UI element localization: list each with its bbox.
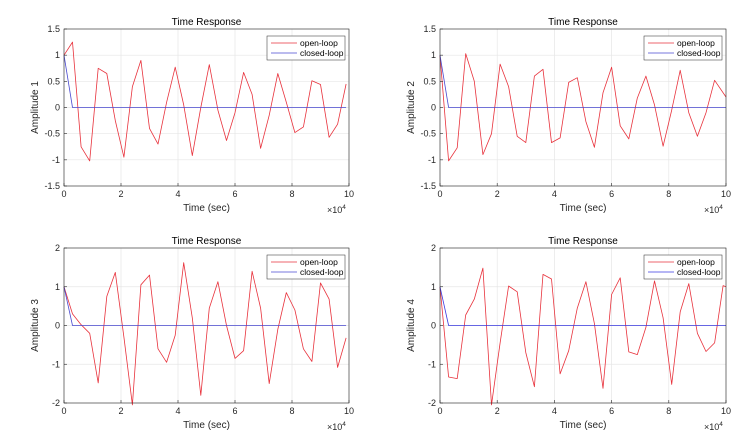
y-tick-label: 1 xyxy=(431,50,436,60)
y-tick-label: -1.5 xyxy=(44,181,60,191)
y-axis-label: Amplitude 2 xyxy=(406,81,417,134)
y-tick-label: -1 xyxy=(428,155,436,165)
legend-box xyxy=(266,35,346,61)
x-tick-label: 8 xyxy=(289,406,294,416)
y-axis-label: Amplitude 1 xyxy=(30,81,41,134)
series-line-closed-loop xyxy=(63,55,347,108)
subplot-2: 0 2 4 6 8 10 -1.5 -1 -0.5 0 0.5 1 1.5 Time Response Ti… xyxy=(406,17,731,215)
y-axis-label: Amplitude 4 xyxy=(406,299,417,352)
x-tick-label: 8 xyxy=(666,406,671,416)
x-tick-label: 10 xyxy=(344,406,354,416)
chart-title: Time Response xyxy=(172,17,242,28)
x-tick-label: 4 xyxy=(552,189,557,199)
x-tick-label: 0 xyxy=(61,189,66,199)
x-tick-label: 0 xyxy=(437,406,442,416)
x-exponent-power: 4 xyxy=(719,421,723,428)
x-tick-label: 6 xyxy=(609,189,614,199)
legend-label-open-loop: open-loop xyxy=(677,257,715,267)
x-tick-label: 10 xyxy=(721,189,731,199)
subplot-1: 0 2 4 6 8 10 -1.5 -1 -0.5 0 0.5 1 1.5 Time Response Ti… xyxy=(30,17,354,215)
x-tick-label: 10 xyxy=(344,189,354,199)
series-line-open-loop xyxy=(63,41,347,162)
legend-label-closed-loop: closed-loop xyxy=(300,48,344,58)
y-tick-label: 0.5 xyxy=(47,76,60,86)
x-exponent-power: 4 xyxy=(342,421,346,428)
y-tick-label: -0.5 xyxy=(420,129,436,139)
series-line-open-loop xyxy=(439,53,727,162)
y-tick-label: 2 xyxy=(431,243,436,253)
y-tick-label: 0 xyxy=(55,321,60,331)
x-tick-label: 10 xyxy=(721,406,731,416)
legend-label-closed-loop: closed-loop xyxy=(300,267,344,277)
x-tick-label: 4 xyxy=(175,189,180,199)
y-tick-label: 0 xyxy=(431,321,436,331)
series-line-open-loop xyxy=(63,262,347,406)
x-tick-label: 6 xyxy=(232,406,237,416)
y-tick-label: 2 xyxy=(55,243,60,253)
x-tick-label: 0 xyxy=(437,189,442,199)
x-tick-label: 6 xyxy=(609,406,614,416)
y-tick-label: 1.5 xyxy=(47,24,60,34)
series-line-closed-loop xyxy=(63,286,347,326)
legend-box xyxy=(266,254,346,280)
x-axis-label: Time (sec) xyxy=(560,203,607,214)
x-axis-label: Time (sec) xyxy=(560,420,607,431)
subplot-4: 0 2 4 6 8 10 -2 -1 0 1 2 Time Response Time (sec) Amp… xyxy=(406,236,731,432)
x-axis-label: Time (sec) xyxy=(183,203,230,214)
x-exponent-label: ×104 xyxy=(327,204,346,215)
chart-title: Time Response xyxy=(548,236,618,247)
y-tick-label: -1.5 xyxy=(420,181,436,191)
x-exponent-label: ×104 xyxy=(704,421,723,432)
y-tick-label: 1.5 xyxy=(423,24,436,34)
legend-box xyxy=(643,254,723,280)
y-tick-label: -0.5 xyxy=(44,129,60,139)
series-line-closed-loop xyxy=(439,55,726,108)
y-tick-label: 1 xyxy=(431,282,436,292)
chart-title: Time Response xyxy=(172,236,242,247)
series-line-open-loop xyxy=(439,267,727,406)
x-axis-label: Time (sec) xyxy=(183,420,230,431)
x-tick-label: 2 xyxy=(495,189,500,199)
chart-title: Time Response xyxy=(548,17,618,28)
y-tick-label: 0 xyxy=(55,103,60,113)
legend-label-open-loop: open-loop xyxy=(677,38,715,48)
x-tick-label: 4 xyxy=(175,406,180,416)
x-tick-label: 0 xyxy=(61,406,66,416)
legend-label-open-loop: open-loop xyxy=(300,38,338,48)
x-tick-label: 8 xyxy=(289,189,294,199)
x-tick-label: 2 xyxy=(118,406,123,416)
y-tick-label: 0 xyxy=(431,103,436,113)
x-tick-label: 4 xyxy=(552,406,557,416)
legend-label-closed-loop: closed-loop xyxy=(677,267,721,277)
x-tick-label: 8 xyxy=(666,189,671,199)
subplot-3: 0 2 4 6 8 10 -2 -1 0 1 2 Time Response Time (sec) Amp… xyxy=(30,236,354,432)
x-exponent-power: 4 xyxy=(719,204,723,211)
y-tick-label: -2 xyxy=(52,398,60,408)
y-tick-label: 1 xyxy=(55,282,60,292)
legend-box xyxy=(643,35,723,61)
x-tick-label: 2 xyxy=(118,189,123,199)
x-tick-label: 2 xyxy=(495,406,500,416)
x-exponent-label: ×104 xyxy=(704,204,723,215)
y-tick-label: -1 xyxy=(428,359,436,369)
y-tick-label: -1 xyxy=(52,359,60,369)
series-line-closed-loop xyxy=(439,286,726,326)
x-exponent-power: 4 xyxy=(342,204,346,211)
y-tick-label: 1 xyxy=(55,50,60,60)
x-tick-label: 6 xyxy=(232,189,237,199)
y-tick-label: -1 xyxy=(52,155,60,165)
y-tick-label: -2 xyxy=(428,398,436,408)
y-tick-label: 0.5 xyxy=(423,76,436,86)
legend-label-open-loop: open-loop xyxy=(300,257,338,267)
y-axis-label: Amplitude 3 xyxy=(30,299,41,352)
x-exponent-label: ×104 xyxy=(327,421,346,432)
legend-label-closed-loop: closed-loop xyxy=(677,48,721,58)
